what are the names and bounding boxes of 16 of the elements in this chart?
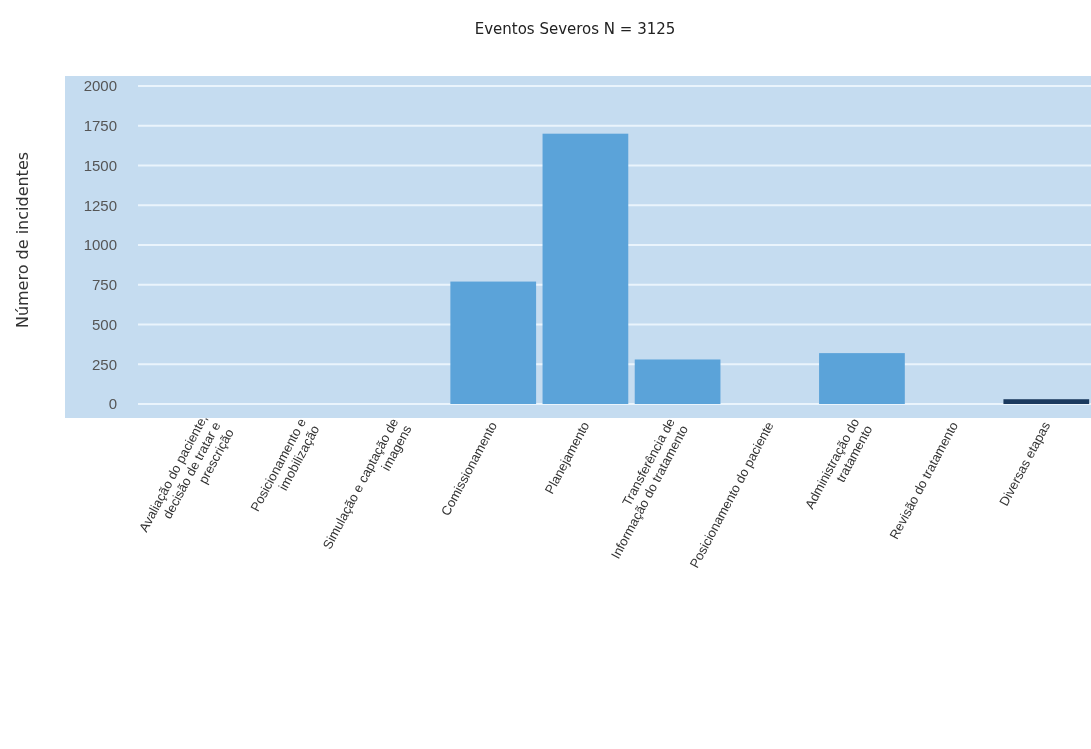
chart-title: Eventos Severos N = 3125 [474,20,676,38]
y-tick-label: 750 [91,276,117,294]
y-tick-label: 1750 [83,117,117,135]
y-tick-label: 1500 [83,156,117,174]
y-tick-label: 1000 [83,236,117,254]
bar [542,133,629,404]
bar [1003,399,1090,404]
y-tick-label: 2000 [83,77,117,95]
y-tick-label: 500 [91,315,117,333]
y-tick-label: 250 [91,355,117,373]
y-axis-title: Número de incidentes [13,151,32,329]
bar [450,281,537,404]
y-tick-label: 0 [108,395,117,413]
bar [819,353,905,404]
y-tick-label: 1250 [83,196,117,214]
bar [634,359,721,404]
